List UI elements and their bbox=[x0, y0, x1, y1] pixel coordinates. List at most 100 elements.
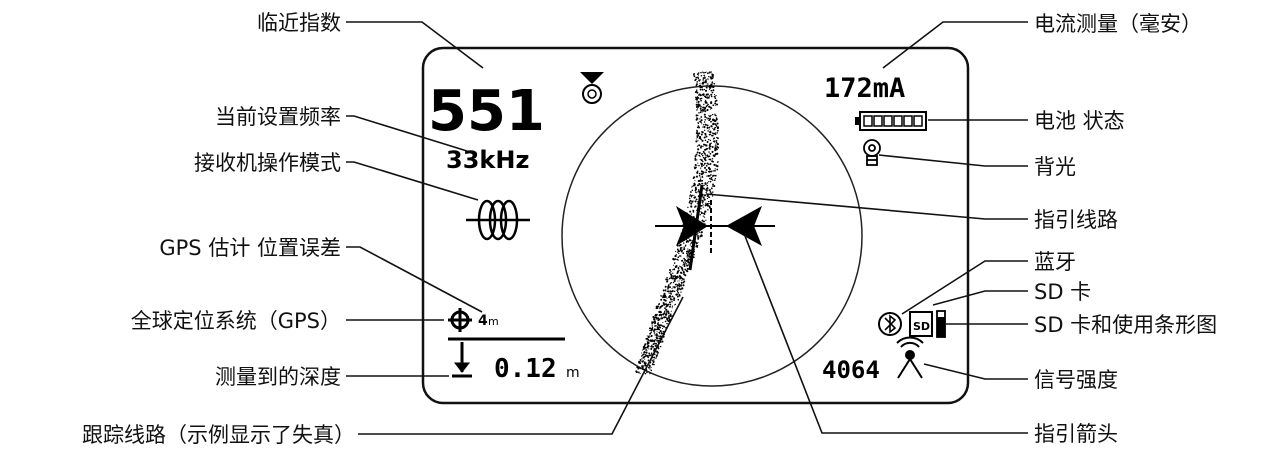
trace-dot bbox=[641, 354, 644, 356]
trace-dot bbox=[695, 76, 698, 79]
trace-dot bbox=[698, 112, 700, 114]
trace-dot bbox=[698, 164, 700, 167]
trace-dot bbox=[652, 315, 655, 319]
trace-dot bbox=[670, 281, 672, 284]
trace-dot bbox=[699, 118, 701, 120]
trace-dot bbox=[708, 138, 710, 141]
trace-dot bbox=[714, 123, 717, 126]
trace-dot bbox=[696, 98, 698, 101]
trace-dot bbox=[710, 95, 713, 98]
trace-dot bbox=[640, 360, 642, 362]
callout-current-measurement: 电流测量（毫安） bbox=[1034, 12, 1202, 36]
sd-card-icon: SD bbox=[909, 311, 933, 337]
trace-dot bbox=[708, 158, 710, 161]
trace-dot bbox=[694, 200, 697, 203]
trace-dot bbox=[711, 175, 714, 177]
trace-dot bbox=[696, 145, 699, 147]
trace-dot bbox=[711, 81, 714, 84]
trace-dot bbox=[671, 301, 673, 303]
trace-dot bbox=[677, 276, 679, 278]
trace-dot bbox=[646, 337, 649, 340]
trace-dot bbox=[686, 252, 688, 255]
trace-dot bbox=[667, 286, 670, 289]
trace-dot bbox=[705, 191, 707, 194]
trace-dot bbox=[698, 94, 700, 96]
battery-cell bbox=[893, 115, 903, 127]
trace-dot bbox=[711, 157, 714, 160]
trace-dot bbox=[704, 133, 707, 136]
trace-dot bbox=[709, 115, 711, 117]
trace-dot bbox=[703, 157, 706, 160]
trace-dot bbox=[700, 97, 703, 100]
gps-error-unit: m bbox=[488, 315, 499, 328]
trace-dot bbox=[679, 275, 682, 278]
callout-battery: 电池 状态 bbox=[1034, 109, 1125, 133]
trace-dot bbox=[699, 98, 702, 100]
trace-dot bbox=[663, 312, 666, 315]
trace-dot bbox=[714, 104, 716, 106]
trace-dot bbox=[715, 124, 718, 127]
trace-dot bbox=[684, 261, 687, 263]
frequency-value: 33kHz bbox=[446, 146, 529, 174]
trace-dot bbox=[646, 346, 648, 349]
trace-dot bbox=[710, 178, 713, 181]
trace-dot bbox=[650, 348, 653, 350]
trace-dot bbox=[705, 202, 707, 204]
trace-dot bbox=[700, 109, 703, 112]
trace-dot bbox=[674, 304, 676, 306]
trace-dot bbox=[711, 86, 713, 88]
trace-dot bbox=[682, 261, 685, 264]
trace-dot bbox=[712, 140, 714, 142]
trace-dot bbox=[696, 151, 699, 154]
trace-dot bbox=[696, 126, 699, 129]
trace-dot bbox=[702, 187, 705, 190]
trace-dot bbox=[703, 129, 706, 131]
trace-dot bbox=[706, 93, 708, 95]
trace-dot bbox=[701, 131, 704, 134]
trace-dot bbox=[677, 298, 680, 301]
trace-dot bbox=[684, 244, 687, 247]
trace-dot bbox=[709, 145, 711, 148]
trace-dot bbox=[653, 340, 656, 343]
trace-dot bbox=[682, 242, 685, 244]
trace-dot bbox=[695, 78, 697, 81]
trace-dot bbox=[666, 322, 668, 325]
trace-dot bbox=[688, 239, 691, 242]
trace-dot bbox=[650, 366, 652, 369]
trace-dot bbox=[713, 140, 716, 143]
trace-dot bbox=[700, 105, 702, 108]
trace-dot bbox=[716, 132, 719, 134]
trace-dot bbox=[668, 312, 670, 314]
trace-dot bbox=[702, 196, 705, 199]
trace-dot bbox=[703, 184, 705, 187]
trace-dot bbox=[664, 285, 667, 288]
trace-dot bbox=[641, 349, 643, 351]
trace-dot bbox=[636, 366, 639, 369]
trace-dot bbox=[717, 126, 720, 128]
trace-dot bbox=[707, 72, 709, 75]
trace-dot bbox=[709, 162, 712, 165]
trace-dot bbox=[713, 132, 715, 135]
callout-backlight: 背光 bbox=[1034, 155, 1076, 179]
trace-dot bbox=[655, 357, 657, 360]
trace-dot bbox=[692, 211, 695, 213]
trace-dot bbox=[657, 322, 659, 324]
trace-dot bbox=[704, 166, 707, 169]
trace-dot bbox=[691, 189, 694, 192]
trace-dot bbox=[711, 160, 714, 163]
trace-dot bbox=[698, 144, 701, 147]
trace-dot bbox=[715, 103, 719, 106]
trace-dot bbox=[717, 137, 719, 140]
trace-dot bbox=[716, 152, 719, 154]
trace-dot bbox=[703, 72, 705, 74]
trace-dot bbox=[647, 344, 649, 347]
trace-dot bbox=[666, 280, 668, 283]
trace-dot bbox=[699, 176, 701, 178]
trace-dot bbox=[716, 165, 719, 168]
trace-dot bbox=[708, 106, 710, 108]
trace-dot bbox=[705, 183, 707, 185]
trace-dot bbox=[666, 277, 668, 279]
trace-dot bbox=[651, 339, 654, 342]
trace-dot bbox=[698, 84, 701, 87]
